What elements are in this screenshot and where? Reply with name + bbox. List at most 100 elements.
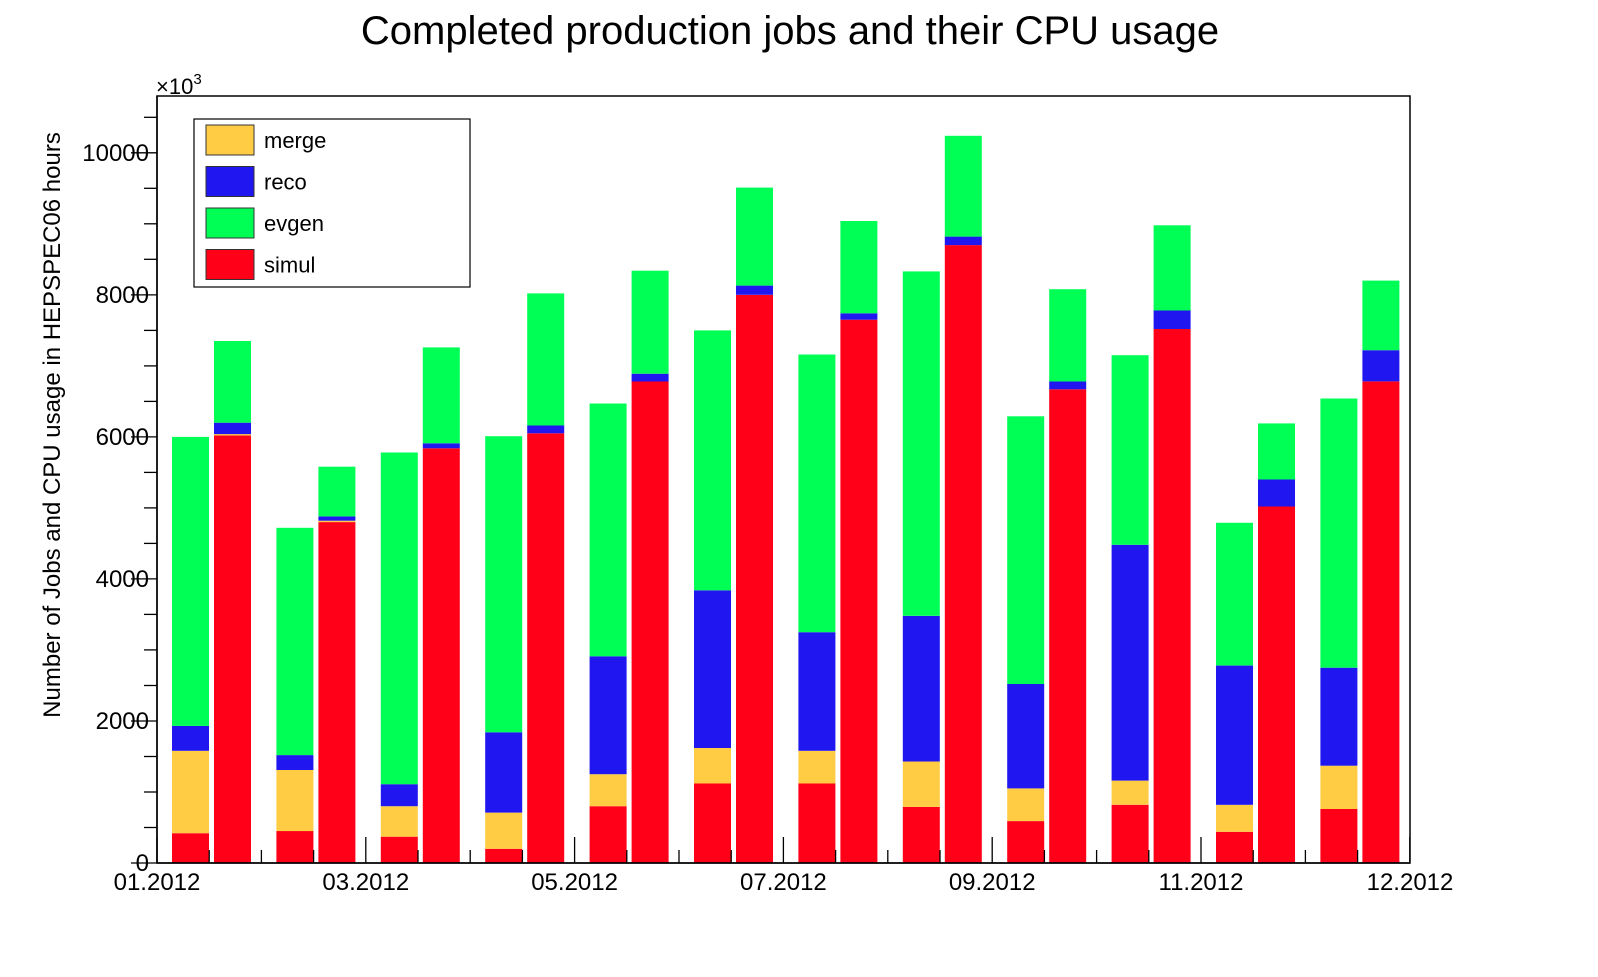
- bar-cpu-simul-10.2012: [1153, 328, 1191, 863]
- legend-swatch-simul: [205, 249, 255, 280]
- bar-jobs-reco-02.2012: [276, 755, 314, 770]
- bar-cpu-evgen-09.2012: [1049, 289, 1087, 382]
- x-tick-label: 03.2012: [322, 869, 409, 896]
- bar-jobs-evgen-11.2012: [1216, 522, 1253, 666]
- bar-jobs-evgen-01.2012: [172, 436, 209, 726]
- bar-jobs-simul-05.2012: [589, 806, 627, 863]
- legend-label-simul: simul: [264, 253, 315, 278]
- legend: merge reco evgen simul: [193, 118, 471, 288]
- bar-cpu-simul-01.2012: [214, 435, 251, 863]
- x-tick-label: 09.2012: [949, 869, 1036, 896]
- legend-swatch-merge: [205, 124, 255, 156]
- bar-jobs-merge-04.2012: [485, 812, 523, 849]
- bar-jobs-reco-07.2012: [798, 632, 836, 751]
- bar-jobs-reco-11.2012: [1216, 665, 1253, 805]
- bar-cpu-evgen-12.2012: [1362, 280, 1400, 351]
- bar-jobs-reco-03.2012: [380, 784, 418, 807]
- bar-cpu-evgen-07.2012: [840, 221, 878, 314]
- bar-cpu-simul-02.2012: [318, 522, 356, 863]
- y-axis: 0 2000 4000 6000 8000 10000: [82, 96, 158, 877]
- bar-cpu-reco-12.2012: [1362, 350, 1400, 382]
- x-tick-label: 01.2012: [114, 869, 201, 896]
- bar-cpu-simul-06.2012: [736, 294, 773, 863]
- bar-cpu-simul-08.2012: [944, 245, 982, 864]
- bar-cpu-reco-11.2012: [1258, 479, 1295, 507]
- y-tick-label: 2000: [96, 708, 149, 735]
- y-axis-label: Number of Jobs and CPU usage in HEPSPEC0…: [39, 132, 66, 718]
- bar-cpu-evgen-05.2012: [631, 270, 669, 374]
- bar-cpu-reco-08.2012: [944, 236, 982, 246]
- y-tick-label: 0: [136, 850, 149, 877]
- bar-jobs-simul-12.2012: [1320, 809, 1358, 863]
- x-tick-label: 12.2012: [1367, 869, 1454, 896]
- bar-jobs-simul-03.2012: [380, 836, 418, 863]
- bar-cpu-reco-07.2012: [840, 313, 878, 320]
- bar-jobs-evgen-03.2012: [380, 452, 418, 785]
- bar-jobs-reco-08.2012: [902, 615, 940, 762]
- x-tick-label: 07.2012: [740, 869, 827, 896]
- bar-cpu-reco-09.2012: [1049, 381, 1087, 390]
- bar-cpu-evgen-01.2012: [214, 341, 251, 423]
- bar-jobs-evgen-05.2012: [589, 403, 627, 657]
- bar-jobs-simul-08.2012: [902, 806, 940, 863]
- bar-jobs-simul-01.2012: [172, 833, 209, 863]
- bar-cpu-evgen-06.2012: [736, 187, 773, 286]
- bar-cpu-simul-04.2012: [527, 433, 565, 863]
- bar-cpu-evgen-08.2012: [944, 135, 982, 237]
- bar-cpu-evgen-04.2012: [527, 293, 565, 426]
- bar-cpu-evgen-03.2012: [422, 347, 460, 444]
- legend-label-merge: merge: [264, 128, 326, 153]
- bar-jobs-evgen-07.2012: [798, 354, 836, 633]
- bar-cpu-reco-10.2012: [1153, 310, 1191, 329]
- bar-cpu-reco-01.2012: [214, 422, 251, 435]
- bar-jobs-reco-09.2012: [1007, 684, 1045, 789]
- bar-cpu-simul-12.2012: [1362, 381, 1400, 863]
- bar-cpu-evgen-10.2012: [1153, 225, 1191, 311]
- bar-jobs-evgen-02.2012: [276, 527, 314, 756]
- bar-cpu-simul-05.2012: [631, 381, 669, 863]
- x-axis: 01.2012 03.2012 05.2012 07.2012 09.2012 11.20…: [114, 837, 1454, 896]
- y-tick-label: 8000: [96, 282, 149, 309]
- bar-jobs-reco-04.2012: [485, 732, 523, 813]
- bar-jobs-merge-01.2012: [172, 750, 209, 834]
- bar-jobs-merge-11.2012: [1216, 804, 1253, 832]
- bar-jobs-simul-02.2012: [276, 831, 314, 863]
- bar-jobs-evgen-10.2012: [1111, 355, 1149, 545]
- bar-jobs-evgen-04.2012: [485, 436, 523, 733]
- bar-jobs-reco-10.2012: [1111, 544, 1149, 781]
- x-tick-label: 05.2012: [531, 869, 618, 896]
- bar-cpu-reco-02.2012: [318, 516, 356, 521]
- bar-cpu-merge-01.2012: [214, 434, 251, 436]
- bar-jobs-simul-07.2012: [798, 783, 836, 863]
- bar-cpu-evgen-11.2012: [1258, 423, 1295, 480]
- bar-jobs-reco-12.2012: [1320, 667, 1358, 766]
- bar-jobs-simul-09.2012: [1007, 821, 1045, 863]
- x-tick-label: 11.2012: [1159, 869, 1244, 896]
- bar-jobs-merge-10.2012: [1111, 780, 1149, 805]
- bar-jobs-reco-05.2012: [589, 656, 627, 775]
- bar-jobs-evgen-12.2012: [1320, 398, 1358, 668]
- legend-swatch-evgen: [205, 207, 255, 239]
- bar-jobs-merge-02.2012: [276, 770, 314, 832]
- bar-jobs-merge-03.2012: [380, 806, 418, 837]
- bar-jobs-merge-09.2012: [1007, 788, 1045, 822]
- y-multiplier-base: ×10: [156, 74, 193, 99]
- y-tick-label: 6000: [96, 424, 149, 451]
- bar-cpu-simul-09.2012: [1049, 389, 1087, 863]
- bar-jobs-simul-11.2012: [1216, 831, 1253, 863]
- bar-cpu-reco-03.2012: [422, 443, 460, 449]
- bar-cpu-simul-03.2012: [422, 448, 460, 863]
- bar-jobs-evgen-08.2012: [902, 271, 940, 616]
- bar-cpu-merge-02.2012: [318, 520, 356, 523]
- chart-title: Completed production jobs and their CPU …: [361, 9, 1219, 53]
- bar-cpu-reco-05.2012: [631, 373, 669, 382]
- bar-jobs-merge-12.2012: [1320, 765, 1358, 809]
- bar-jobs-reco-01.2012: [172, 725, 209, 751]
- bar-cpu-evgen-02.2012: [318, 466, 356, 517]
- bar-jobs-merge-07.2012: [798, 750, 836, 784]
- bar-cpu-reco-04.2012: [527, 425, 565, 434]
- bar-jobs-merge-06.2012: [694, 748, 731, 784]
- bar-jobs-merge-05.2012: [589, 774, 627, 807]
- legend-label-reco: reco: [264, 170, 307, 195]
